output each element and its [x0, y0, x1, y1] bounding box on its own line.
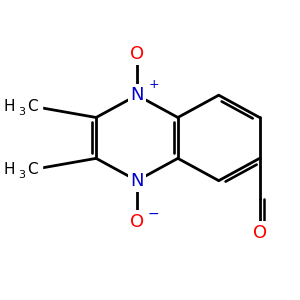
Text: C: C — [27, 162, 38, 177]
Text: C: C — [27, 99, 38, 114]
Text: O: O — [130, 212, 144, 230]
Text: 3: 3 — [18, 170, 25, 180]
Text: H: H — [3, 99, 15, 114]
Text: +: + — [148, 78, 159, 91]
Text: O: O — [130, 45, 144, 63]
Text: H: H — [3, 162, 15, 177]
Text: O: O — [253, 224, 267, 242]
Text: 3: 3 — [18, 107, 25, 117]
Text: N: N — [130, 172, 144, 190]
Text: −: − — [148, 207, 160, 221]
Text: N: N — [130, 86, 144, 104]
